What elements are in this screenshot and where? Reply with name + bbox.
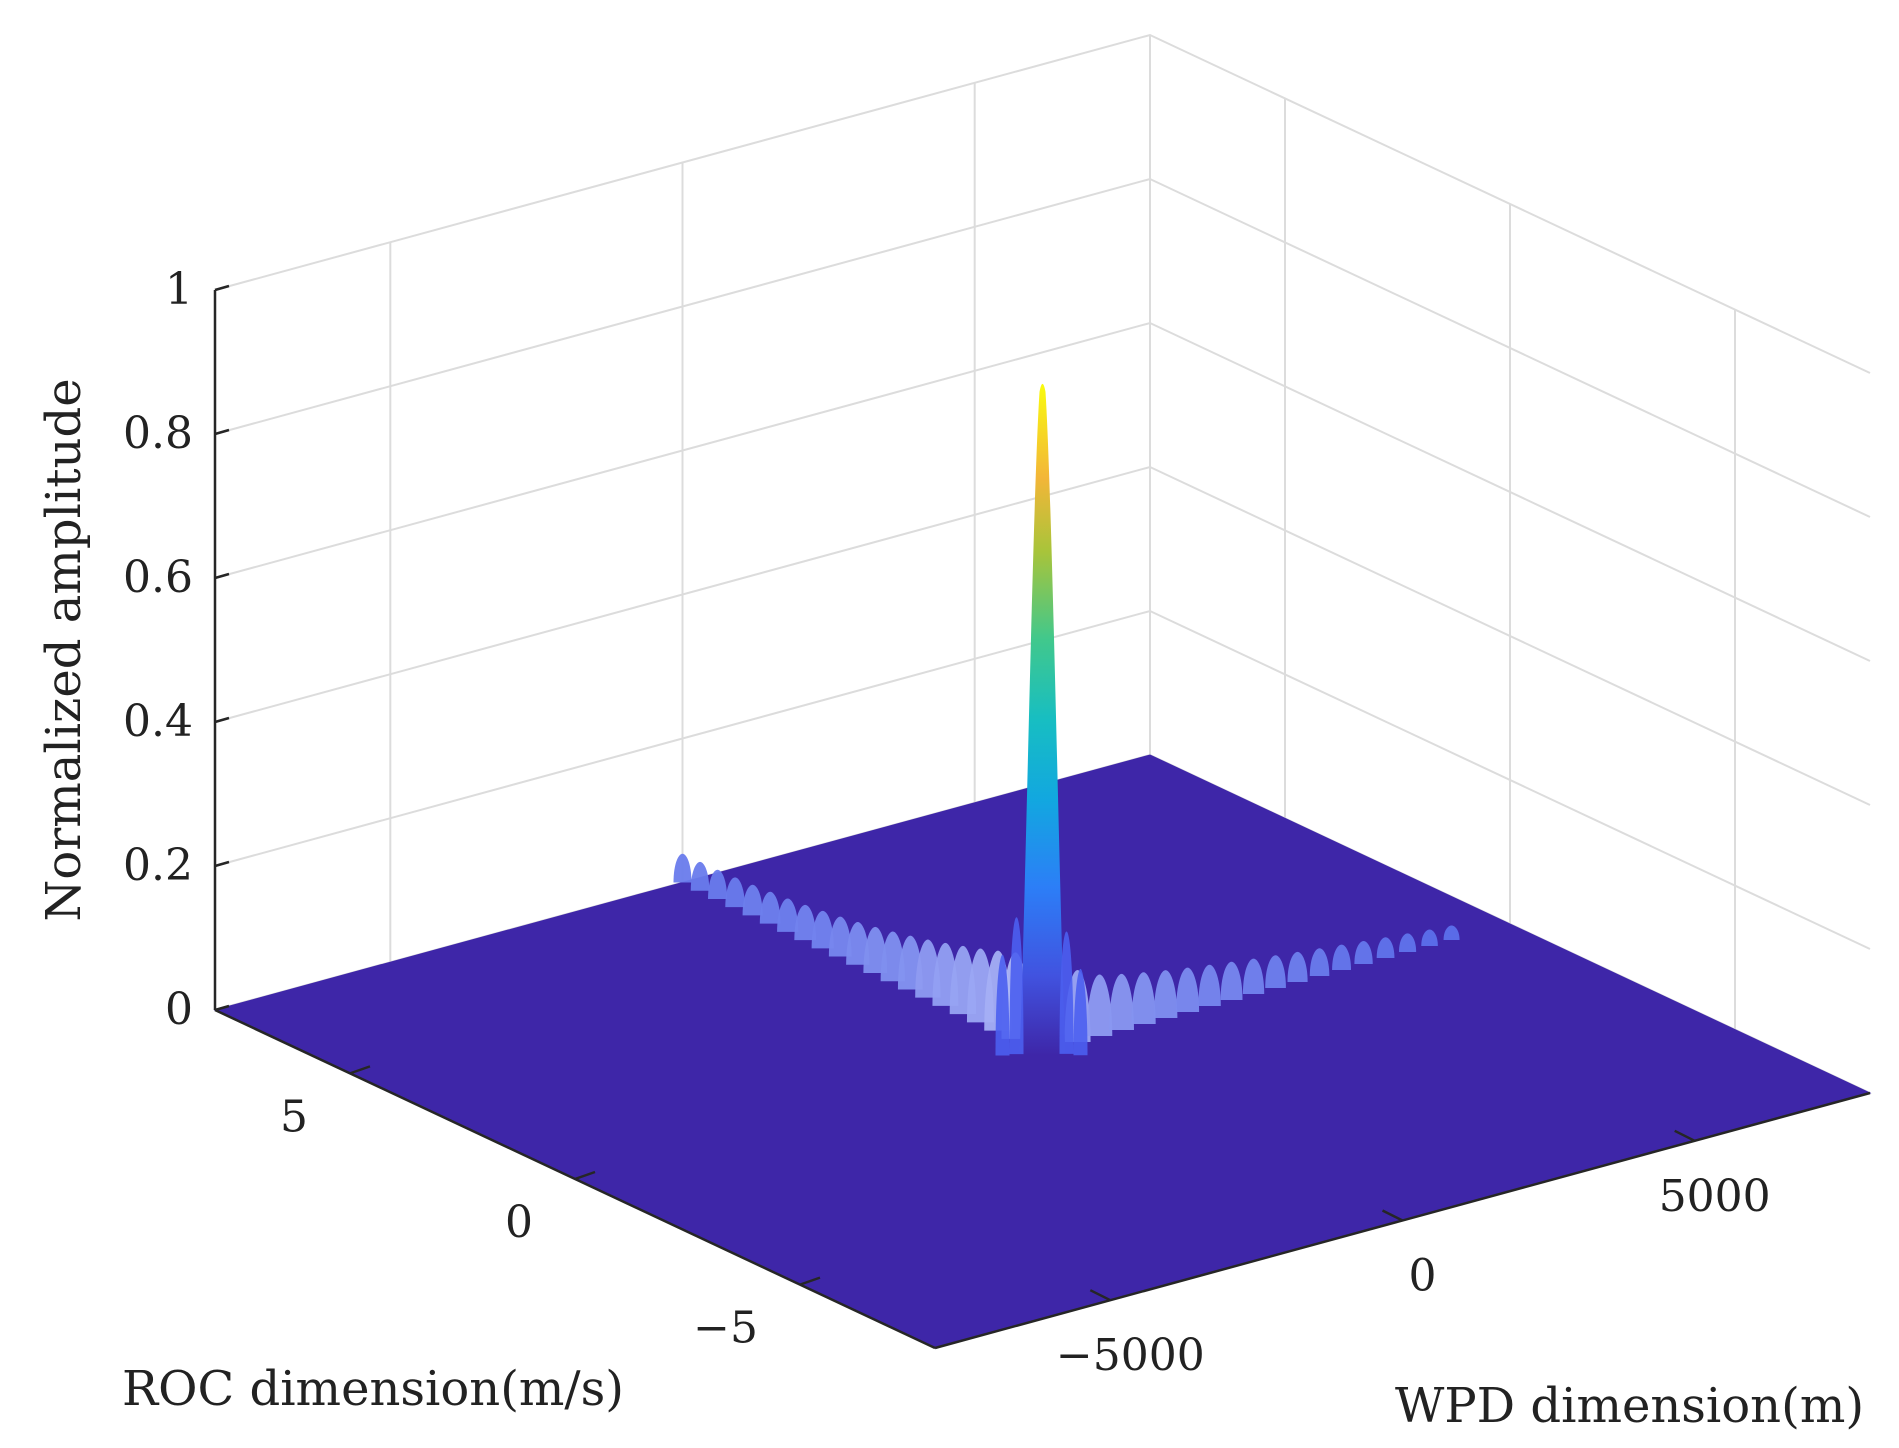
roc-tick-label-0: −5 xyxy=(693,1303,758,1354)
z-axis-title: Normalized amplitude xyxy=(36,378,92,921)
roc-axis-ticks: −5 0 5 xyxy=(280,1065,821,1354)
wpd-tick-mark-1 xyxy=(1381,1209,1404,1222)
z-tick-mark-3 xyxy=(214,572,230,580)
wpd-axis-ticks: −5000 0 5000 xyxy=(1056,1129,1771,1381)
wpd-tick-label-1: 0 xyxy=(1409,1251,1437,1302)
roc-tick-mark-0 xyxy=(799,1276,821,1286)
peak-surface xyxy=(1019,383,1066,1056)
roc-sidelobe-9 xyxy=(828,916,852,957)
roc-sidelobe-2 xyxy=(708,869,728,899)
wpd-tick-mark-2 xyxy=(1674,1129,1696,1142)
wpd-sidelobe-13 xyxy=(1354,940,1373,964)
z-tick-label-3: 0.6 xyxy=(123,552,193,603)
roc-sidelobe-3 xyxy=(725,877,745,908)
wpd-sidelobe-11 xyxy=(1309,948,1330,976)
wpd-sidelobe-15 xyxy=(1398,933,1417,952)
wpd-sidelobe-4 xyxy=(1153,970,1178,1018)
roc-sidelobe-1 xyxy=(690,861,710,891)
back-walls xyxy=(214,33,1871,1094)
roc-sidelobe-6 xyxy=(777,898,799,932)
roc-axis-title: ROC dimension(m/s) xyxy=(122,1361,624,1417)
wpd-axis-title: WPD dimension(m) xyxy=(1395,1378,1864,1434)
z-tick-label-1: 0.2 xyxy=(123,840,193,891)
wpd-sidelobe-9 xyxy=(1265,955,1286,988)
wpd-tick-label-0: −5000 xyxy=(1056,1330,1205,1381)
z-tick-mark-1 xyxy=(214,860,230,868)
roc-tick-label-2: 5 xyxy=(280,1091,308,1142)
z-tick-mark-0 xyxy=(214,1004,230,1012)
z-tick-label-4: 0.8 xyxy=(123,408,193,459)
z-tick-label-0: 0 xyxy=(165,984,193,1035)
z-tick-label-5: 1 xyxy=(165,264,193,315)
wpd-sidelobe-16 xyxy=(1421,929,1438,946)
wpd-sidelobe-8 xyxy=(1242,958,1265,994)
roc-sidelobe-4 xyxy=(742,884,763,916)
z-tick-mark-2 xyxy=(214,716,230,724)
near-peak-sidelobe-1 xyxy=(1009,917,1024,1055)
wpd-sidelobe-2 xyxy=(1109,973,1134,1030)
roc-sidelobe-7 xyxy=(794,904,817,941)
z-tick-mark-4 xyxy=(214,428,230,436)
wpd-sidelobe-6 xyxy=(1198,964,1221,1006)
main-peak xyxy=(995,383,1088,1056)
wpd-sidelobe-3 xyxy=(1131,972,1156,1024)
roc-sidelobe-5 xyxy=(759,891,781,924)
roc-sidelobe-8 xyxy=(811,910,834,949)
near-peak-sidelobe-3 xyxy=(1073,968,1088,1056)
wpd-sidelobe-14 xyxy=(1376,937,1395,958)
z-gridline-5 xyxy=(214,33,1871,374)
wpd-sidelobe-5 xyxy=(1176,967,1200,1012)
wpd-tick-label-2: 5000 xyxy=(1659,1171,1771,1222)
near-peak-sidelobe-2 xyxy=(1059,931,1074,1054)
roc-sidelobe-ridge xyxy=(673,853,1030,1039)
roc-sidelobe-0 xyxy=(673,853,692,883)
roc-tick-mark-2 xyxy=(349,1065,371,1075)
wpd-sidelobe-17 xyxy=(1443,925,1460,940)
roc-sidelobe-10 xyxy=(846,921,870,965)
near-peak-sidelobe-0 xyxy=(995,954,1010,1056)
roc-sidelobe-11 xyxy=(863,926,888,974)
z-tick-mark-5 xyxy=(214,284,230,292)
wpd-sidelobe-12 xyxy=(1332,944,1352,970)
roc-tick-label-1: 0 xyxy=(505,1197,533,1248)
wpd-sidelobe-7 xyxy=(1220,961,1243,1000)
z-tick-label-2: 0.4 xyxy=(123,696,193,747)
wpd-tick-mark-0 xyxy=(1089,1289,1111,1302)
wpd-sidelobe-10 xyxy=(1287,951,1308,982)
wpd-sidelobe-1 xyxy=(1086,974,1113,1036)
z-axis-ticks: 0 0.2 0.4 0.6 0.8 1 xyxy=(123,264,230,1035)
roc-tick-mark-1 xyxy=(574,1170,596,1181)
